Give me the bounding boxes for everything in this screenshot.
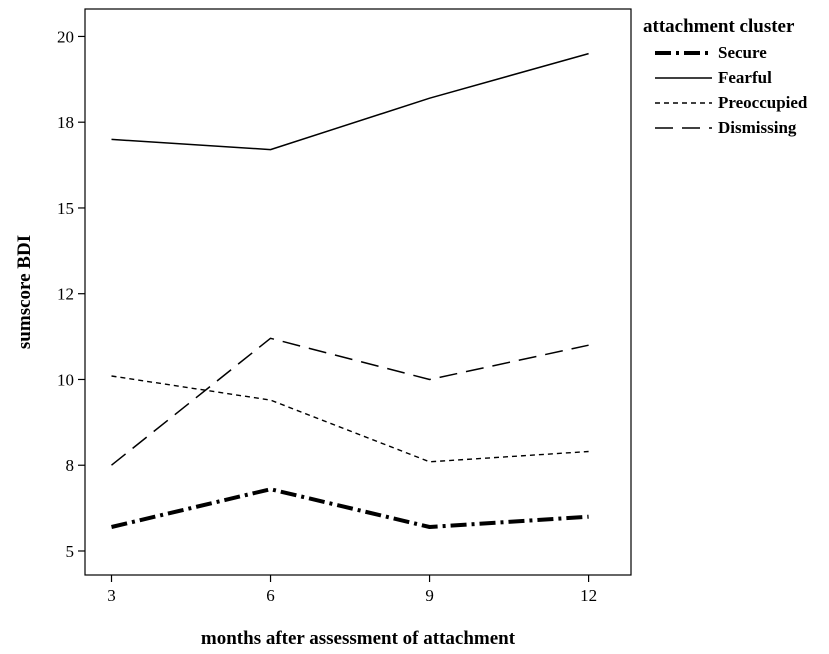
- y-tick-label: 5: [66, 542, 75, 561]
- legend: attachment cluster Secure Fearful Preoccup…: [643, 16, 808, 137]
- y-tick-label: 8: [66, 456, 75, 475]
- series-group: [111, 52, 589, 529]
- series-line-dismissing: [111, 337, 589, 466]
- series-line-fearful: [111, 52, 589, 151]
- y-tick-label: 18: [57, 113, 74, 132]
- legend-label-secure: Secure: [718, 43, 767, 62]
- x-tick-label: 3: [107, 586, 116, 605]
- y-axis-title: sumscore BDI: [14, 235, 35, 349]
- y-tick-label: 15: [57, 199, 74, 218]
- plot-frame: [84, 8, 632, 576]
- series-line-secure: [111, 487, 589, 529]
- legend-label-preoccupied: Preoccupied: [718, 93, 808, 112]
- legend-label-dismissing: Dismissing: [718, 118, 797, 137]
- y-tick-label: 20: [57, 27, 74, 46]
- y-axis: 5 8 10 12 15 18 20: [57, 27, 85, 561]
- x-axis: 3 6 9 12: [107, 575, 597, 605]
- legend-label-fearful: Fearful: [718, 68, 772, 87]
- x-tick-label: 6: [266, 586, 275, 605]
- y-tick-label: 10: [57, 370, 74, 389]
- y-tick-label: 12: [57, 285, 74, 304]
- legend-title: attachment cluster: [643, 16, 795, 37]
- x-tick-label: 9: [425, 586, 434, 605]
- x-tick-label: 12: [580, 586, 597, 605]
- x-axis-title: months after assessment of attachment: [201, 628, 516, 649]
- series-line-preoccupied: [111, 375, 589, 463]
